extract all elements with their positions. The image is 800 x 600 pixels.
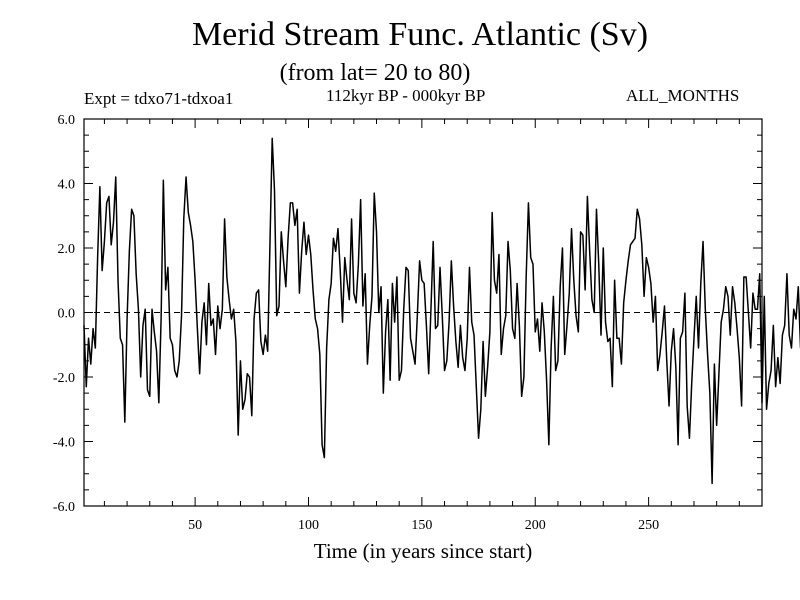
y-tick-label: 2.0: [58, 242, 76, 257]
x-tick-label: 200: [525, 518, 546, 533]
x-axis-label: Time (in years since start): [313, 539, 533, 563]
x-tick-label: 100: [298, 518, 319, 533]
x-tick-label: 50: [188, 518, 202, 533]
y-tick-label: -6.0: [53, 500, 75, 515]
series-line: [83, 137, 800, 485]
experiment-label: Expt = tdxo71-tdxoa1: [84, 89, 234, 108]
y-tick-label: 0.0: [58, 307, 76, 322]
x-tick-label: 250: [638, 518, 659, 533]
y-tick-label: -4.0: [53, 436, 75, 451]
y-tick-label: -2.0: [53, 371, 75, 386]
chart-subtitle: (from lat= 20 to 80): [279, 60, 471, 86]
axes-layer: 50 100 150 200 250 -6.0 -4.0 -2.0 0.0 2.0 4.0 6.0: [53, 113, 763, 533]
y-tick-label: 6.0: [58, 113, 76, 128]
x-tick-label: 150: [411, 518, 432, 533]
chart-title: Merid Stream Func. Atlantic (Sv): [191, 16, 649, 53]
months-label: ALL_MONTHS: [626, 86, 740, 105]
series-layer: [83, 137, 800, 485]
period-label: 112kyr BP - 000kyr BP: [326, 86, 486, 105]
y-tick-label: 4.0: [58, 178, 76, 193]
